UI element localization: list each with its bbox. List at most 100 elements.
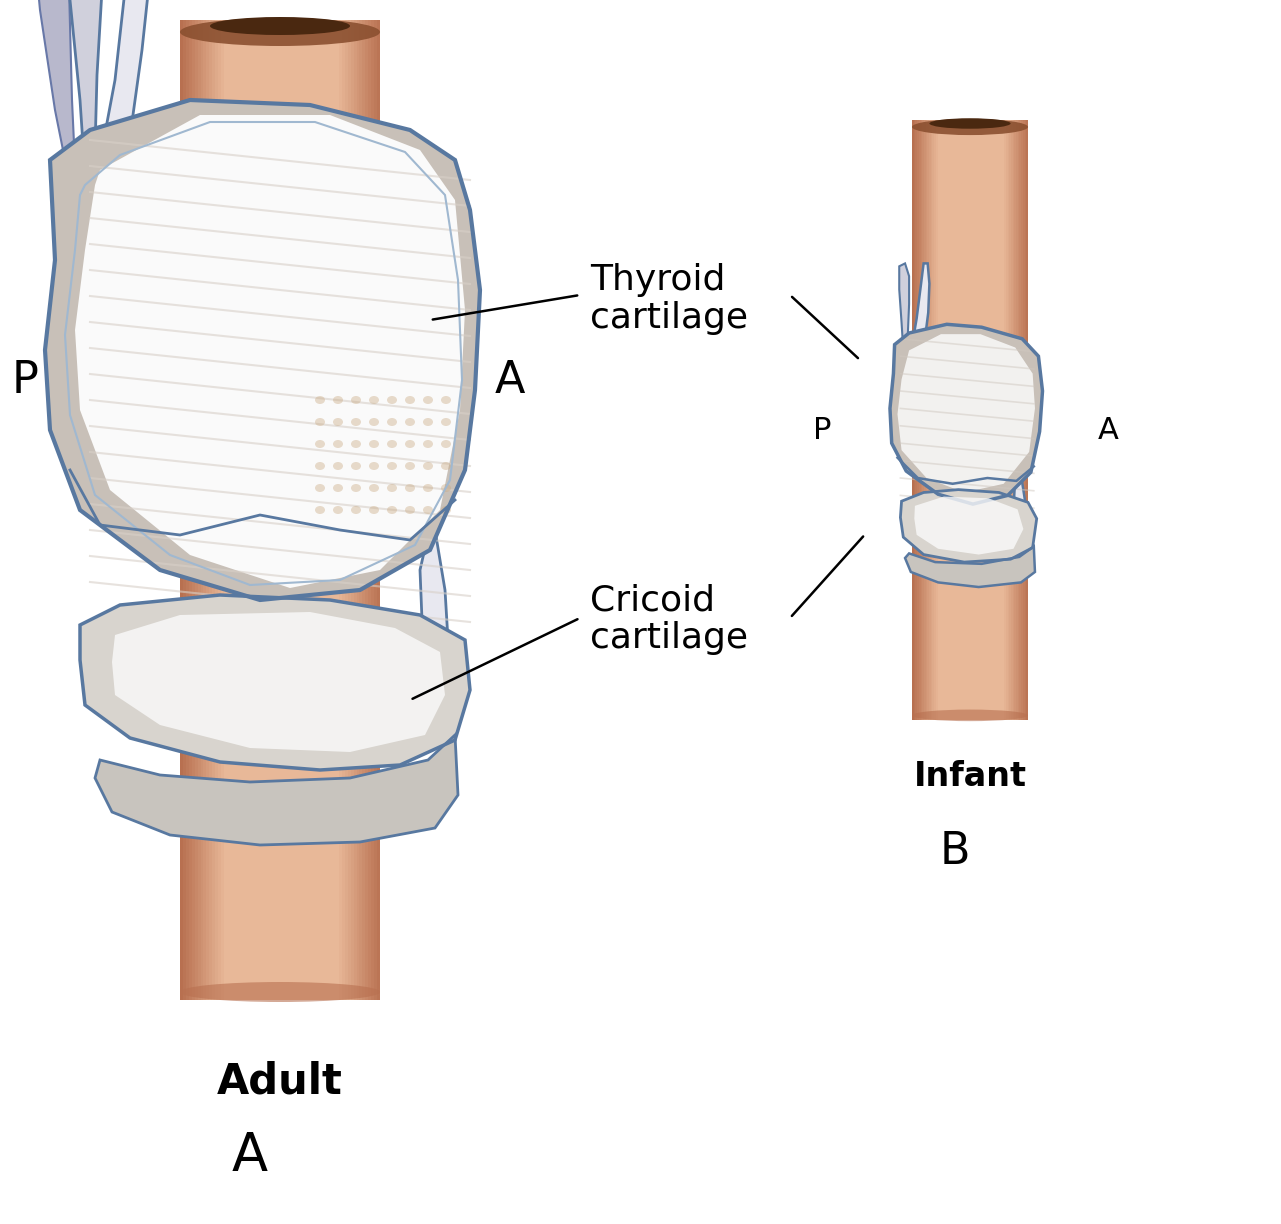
Ellipse shape — [405, 483, 415, 492]
Polygon shape — [45, 100, 480, 600]
Ellipse shape — [369, 439, 379, 448]
Polygon shape — [915, 497, 1024, 554]
Ellipse shape — [351, 419, 361, 426]
Polygon shape — [65, 0, 105, 180]
Text: A: A — [494, 359, 525, 401]
Bar — [181, 20, 183, 1000]
Ellipse shape — [333, 506, 343, 514]
Text: Adult: Adult — [216, 1060, 343, 1102]
Text: cartilage: cartilage — [591, 301, 748, 335]
Ellipse shape — [315, 439, 325, 448]
Bar — [371, 20, 374, 1000]
Bar — [933, 120, 934, 720]
Ellipse shape — [333, 483, 343, 492]
Bar — [360, 20, 363, 1000]
Ellipse shape — [912, 710, 1027, 721]
Polygon shape — [79, 595, 470, 770]
Ellipse shape — [423, 506, 433, 514]
Ellipse shape — [387, 461, 397, 470]
Ellipse shape — [351, 483, 361, 492]
Bar — [188, 20, 192, 1000]
Ellipse shape — [387, 397, 397, 404]
Bar — [918, 120, 921, 720]
Ellipse shape — [405, 397, 415, 404]
Bar — [183, 20, 186, 1000]
Ellipse shape — [351, 397, 361, 404]
Bar — [1009, 120, 1011, 720]
Ellipse shape — [351, 461, 361, 470]
Polygon shape — [32, 0, 76, 185]
Ellipse shape — [387, 483, 397, 492]
Ellipse shape — [912, 119, 1027, 135]
Bar — [181, 20, 380, 1000]
Bar — [356, 20, 360, 1000]
Ellipse shape — [423, 419, 433, 426]
Ellipse shape — [333, 461, 343, 470]
Bar — [1003, 120, 1004, 720]
Bar — [206, 20, 209, 1000]
Bar — [927, 120, 929, 720]
Bar — [929, 120, 931, 720]
Ellipse shape — [405, 439, 415, 448]
Ellipse shape — [351, 439, 361, 448]
Bar — [1024, 120, 1025, 720]
Bar — [186, 20, 188, 1000]
Bar — [1004, 120, 1006, 720]
Bar — [192, 20, 195, 1000]
Bar — [1011, 120, 1013, 720]
Text: Thyroid: Thyroid — [591, 263, 725, 297]
Bar — [201, 20, 204, 1000]
Ellipse shape — [315, 461, 325, 470]
Polygon shape — [95, 734, 459, 845]
Polygon shape — [912, 263, 930, 345]
Ellipse shape — [405, 461, 415, 470]
Bar — [912, 120, 913, 720]
Bar — [336, 20, 339, 1000]
Polygon shape — [100, 0, 155, 175]
Text: A: A — [232, 1130, 268, 1182]
Bar — [924, 120, 926, 720]
Ellipse shape — [441, 419, 451, 426]
Ellipse shape — [387, 439, 397, 448]
Text: Cricoid: Cricoid — [591, 583, 715, 617]
Bar — [368, 20, 371, 1000]
Polygon shape — [901, 490, 1036, 562]
Ellipse shape — [441, 506, 451, 514]
Ellipse shape — [315, 483, 325, 492]
Bar — [377, 20, 380, 1000]
Ellipse shape — [423, 461, 433, 470]
Ellipse shape — [369, 483, 379, 492]
Ellipse shape — [369, 506, 379, 514]
Bar — [342, 20, 345, 1000]
Polygon shape — [111, 612, 445, 752]
Bar — [1006, 120, 1008, 720]
Bar — [1021, 120, 1024, 720]
Bar — [1020, 120, 1021, 720]
Ellipse shape — [441, 483, 451, 492]
Bar — [347, 20, 351, 1000]
Ellipse shape — [210, 17, 350, 35]
Bar — [1018, 120, 1020, 720]
Ellipse shape — [181, 982, 380, 1002]
Bar — [1026, 120, 1027, 720]
Ellipse shape — [315, 397, 325, 404]
Bar — [345, 20, 347, 1000]
Ellipse shape — [351, 506, 361, 514]
Ellipse shape — [369, 397, 379, 404]
Polygon shape — [76, 115, 465, 588]
Bar — [209, 20, 213, 1000]
Text: P: P — [813, 415, 831, 444]
Bar — [931, 120, 933, 720]
Bar — [913, 120, 916, 720]
Ellipse shape — [333, 397, 343, 404]
Bar — [365, 20, 368, 1000]
Bar — [926, 120, 927, 720]
Text: cartilage: cartilage — [591, 621, 748, 655]
Bar — [1013, 120, 1015, 720]
Bar — [1015, 120, 1016, 720]
Bar — [363, 20, 365, 1000]
Ellipse shape — [930, 119, 1011, 129]
Polygon shape — [890, 324, 1043, 504]
Ellipse shape — [315, 419, 325, 426]
Ellipse shape — [423, 483, 433, 492]
